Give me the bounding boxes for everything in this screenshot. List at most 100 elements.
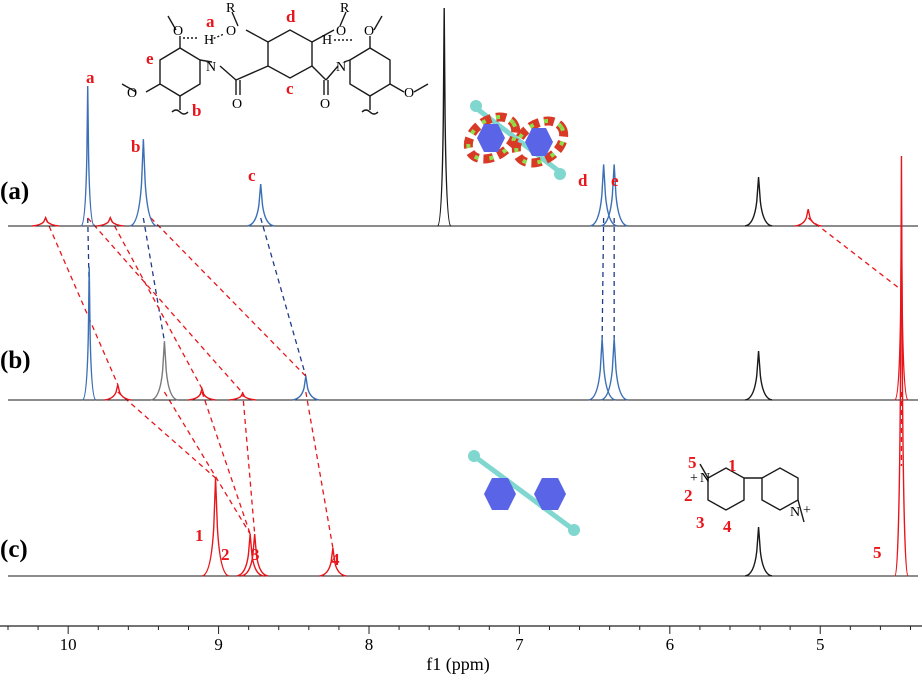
atom-N: N — [206, 60, 216, 75]
atom-O: O — [226, 24, 236, 39]
guest-structure — [699, 463, 805, 523]
structure-label-d: d — [286, 7, 296, 26]
correlation-line — [87, 217, 90, 291]
spectrum-peak — [744, 176, 773, 227]
atom-O: O — [173, 24, 183, 39]
bond — [339, 11, 347, 27]
panel-label-c: (c) — [0, 536, 28, 563]
spectrum-peak — [744, 350, 773, 401]
wavy-bond — [171, 109, 189, 115]
bond — [413, 83, 429, 93]
spectrum-peak — [589, 164, 618, 227]
free-guest-cartoon — [468, 450, 580, 536]
substituent-R: R — [340, 1, 350, 16]
spectrum-peak — [247, 183, 275, 227]
host-guest-complex-cartoon — [463, 100, 569, 180]
bond — [389, 83, 405, 93]
peak-label-b: b — [131, 137, 140, 156]
correlation-line — [150, 217, 307, 377]
bond — [199, 59, 213, 63]
spectrum-peak — [236, 533, 264, 577]
bond — [235, 65, 269, 81]
correlation-line — [87, 217, 244, 394]
right-aryl-ring — [349, 47, 391, 97]
x-axis-ticks: 10 9 8 7 6 5 — [7, 626, 911, 654]
pyridinium-ring-left — [707, 467, 745, 511]
left-aryl-ring — [159, 47, 201, 97]
peak-label-a: a — [86, 68, 95, 87]
atom-O: O — [364, 24, 374, 39]
atom-O: O — [127, 86, 137, 101]
peak-label-5: 5 — [873, 543, 882, 562]
panel-label-a: (a) — [0, 178, 29, 205]
central-benzene-ring — [267, 29, 313, 79]
bond — [121, 83, 137, 93]
structure-atom-2: 2 — [684, 486, 693, 505]
x-tick-label: 5 — [816, 635, 825, 654]
x-tick-label: 7 — [515, 635, 524, 654]
atom-N: N — [336, 60, 346, 75]
bond — [311, 29, 335, 43]
bond — [699, 463, 709, 479]
guest-hexagon-left — [484, 478, 516, 510]
x-tick-label: 8 — [365, 635, 374, 654]
atom-H: H — [322, 33, 332, 48]
peak-label-e: e — [611, 171, 619, 190]
correlation-line — [241, 391, 256, 535]
spectrum-peak — [129, 139, 158, 227]
correlation-line — [109, 217, 203, 390]
peak-label-2: 2 — [221, 545, 230, 564]
peak-label-c: c — [248, 166, 256, 185]
correlation-line — [260, 217, 307, 377]
x-tick-label: 6 — [666, 635, 675, 654]
atom-O: O — [336, 24, 346, 39]
atom-O: O — [232, 97, 242, 112]
substituent-R: R — [226, 1, 236, 16]
spectrum-peak — [150, 341, 179, 401]
pyridinium-ring-right — [761, 467, 799, 511]
peak-label-d: d — [578, 171, 588, 190]
charge-plus: + — [690, 471, 698, 486]
structure-atom-5: 5 — [688, 453, 697, 472]
correlation-line — [601, 217, 605, 339]
bond — [219, 65, 237, 81]
guest-hexagon-right — [525, 128, 553, 156]
guest-rod — [472, 453, 576, 533]
spectra — [8, 7, 918, 577]
peak-label-4: 4 — [331, 550, 340, 569]
bond — [167, 15, 177, 31]
macrocycle-ring-left-green — [466, 115, 518, 161]
structure-label-b: b — [192, 101, 201, 120]
spectrum-peak — [32, 215, 60, 227]
guest-end-sphere — [568, 524, 580, 536]
macrocycle-ring-right-green — [514, 119, 566, 165]
charge-plus: + — [803, 503, 811, 518]
x-axis: 10 9 8 7 6 5 f1 (ppm) — [0, 625, 922, 675]
spectrum-peak — [600, 338, 628, 401]
bond — [373, 15, 383, 31]
peak-label-1: 1 — [195, 526, 204, 545]
structure-label-c: c — [286, 79, 294, 98]
guest-end-sphere — [470, 100, 482, 112]
x-axis-title: f1 (ppm) — [426, 654, 489, 675]
spectrum-peak — [744, 526, 773, 577]
panel-label-b: (b) — [0, 347, 31, 374]
bond — [231, 11, 239, 27]
bond — [343, 59, 351, 63]
atom-N: N — [700, 471, 710, 486]
spectrum-peak — [600, 164, 628, 227]
spectrum-peak — [80, 85, 95, 227]
correlation-line — [45, 217, 119, 385]
spectrum-peak — [794, 209, 822, 227]
spectrum-peak — [104, 384, 132, 401]
peak-labels: a b c d e 1 2 3 4 5 — [86, 68, 882, 569]
correlation-line — [142, 217, 166, 342]
peak-label-3: 3 — [251, 545, 260, 564]
spectrum-peak — [319, 547, 347, 577]
bond — [325, 65, 339, 81]
atom-O: O — [404, 86, 414, 101]
correlation-line — [117, 391, 216, 479]
correlation-line — [201, 391, 251, 535]
spectrum-peak — [241, 533, 269, 577]
